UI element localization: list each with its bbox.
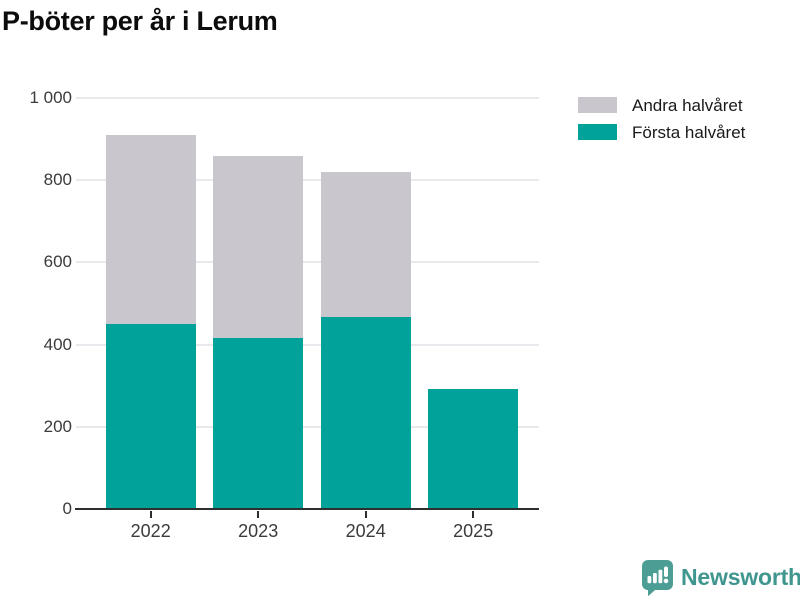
y-tick-800 [76, 179, 85, 182]
bar-segment-2023-andra [213, 155, 304, 339]
newsworthy-logo-icon [642, 560, 673, 597]
y-tick-200 [76, 425, 85, 428]
legend-swatch-andra-icon [578, 97, 617, 113]
bar-segment-2023-första [213, 338, 304, 509]
legend-label: Första halvåret [632, 122, 746, 142]
x-axis-tick-label: 2025 [453, 521, 494, 541]
x-tick-2025 [472, 511, 475, 518]
chart-title: P-böter per år i Lerum [2, 6, 278, 36]
bar-segment-2022-andra [105, 134, 196, 325]
y-axis-tick-label: 600 [43, 252, 72, 272]
bar-segment-2022-första [105, 324, 196, 509]
legend-item-forsta-halvaret: Första halvåret [578, 122, 746, 142]
y-axis-tick-label: 0 [62, 499, 72, 518]
legend-swatch-forsta-icon [578, 124, 617, 140]
x-axis-tick-label: 2022 [130, 521, 171, 541]
y-axis-tick-label: 800 [43, 170, 72, 190]
x-axis-line [75, 508, 539, 510]
legend: Andra halvåret Första halvåret [578, 97, 745, 151]
gridline-1000 [85, 97, 539, 99]
y-axis-tick-label: 400 [43, 334, 72, 354]
brand-footer: Newsworthy [642, 560, 800, 597]
y-tick-1000 [76, 97, 85, 99]
x-tick-2023 [257, 511, 260, 518]
gridline-800 [85, 179, 539, 182]
gridline-600 [85, 261, 539, 264]
bar-segment-2024-andra [320, 171, 411, 317]
x-axis-tick-label: 2023 [238, 521, 279, 541]
y-axis-tick-label: 1 000 [29, 88, 72, 107]
y-tick-400 [76, 343, 85, 346]
x-axis-tick-label: 2024 [345, 521, 386, 541]
x-tick-2024 [364, 511, 367, 518]
legend-item-andra-halvaret: Andra halvåret [578, 95, 745, 115]
y-tick-600 [76, 261, 85, 264]
bar-segment-2025-första [428, 388, 519, 509]
legend-label: Andra halvåret [632, 95, 743, 115]
bar-segment-2024-första [320, 316, 411, 509]
gridline-200 [85, 425, 539, 428]
y-axis-tick-label: 200 [43, 416, 72, 436]
gridline-400 [85, 343, 539, 346]
brand-name: Newsworthy [681, 564, 800, 590]
x-tick-2022 [149, 511, 152, 518]
